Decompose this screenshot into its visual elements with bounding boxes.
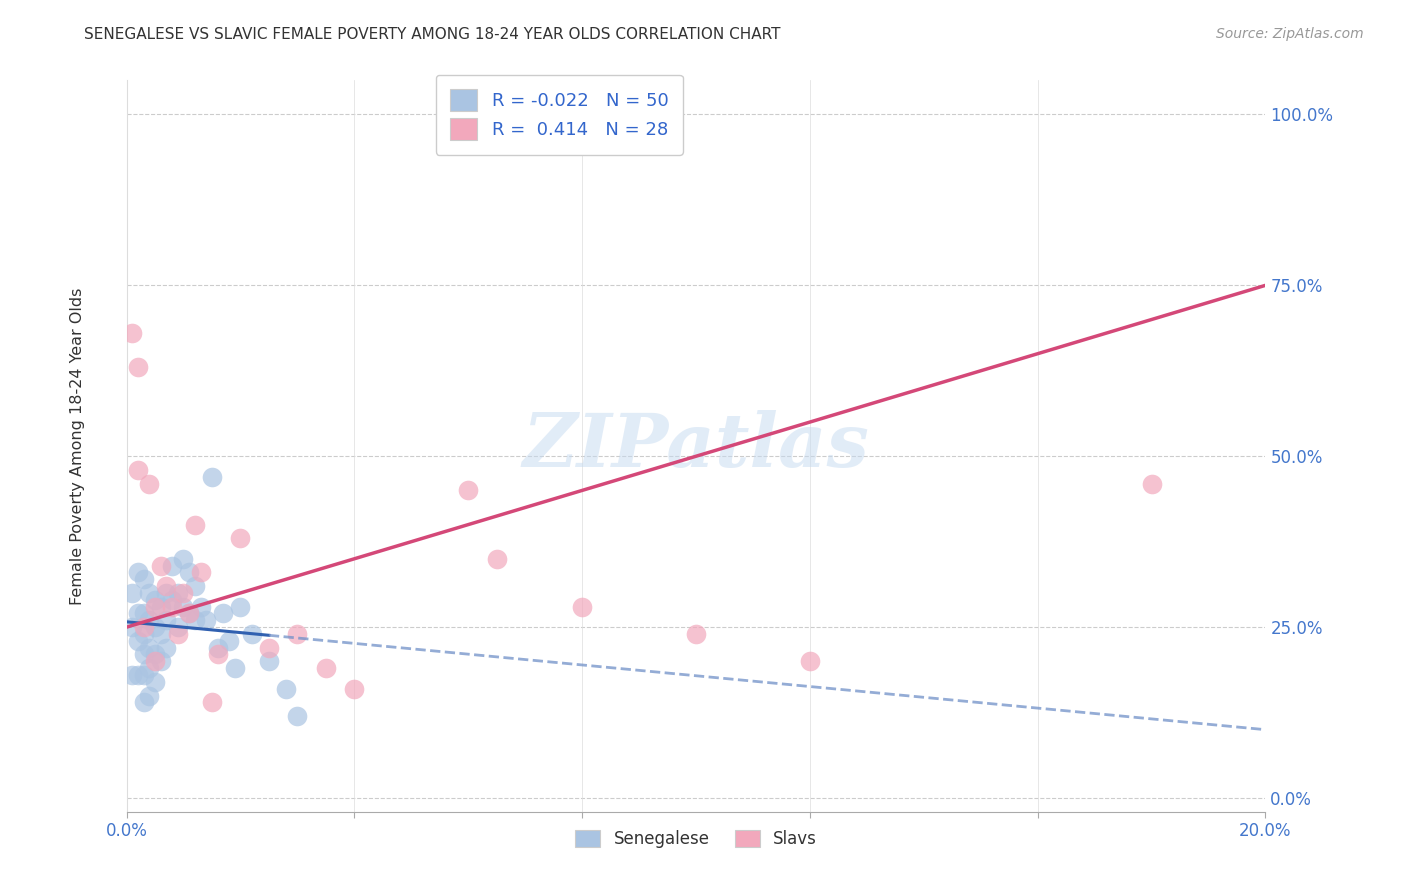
Point: [127, 360, 149, 375]
Point: [127, 633, 149, 648]
Point: [121, 586, 143, 600]
Point: [212, 607, 235, 621]
Point: [132, 620, 155, 634]
Point: [172, 586, 194, 600]
Point: [287, 709, 309, 723]
Point: [571, 599, 593, 614]
Point: [149, 627, 172, 641]
Point: [121, 668, 143, 682]
Point: [138, 476, 160, 491]
Point: [166, 627, 188, 641]
Point: [166, 586, 188, 600]
Legend: Senegalese, Slavs: Senegalese, Slavs: [568, 823, 824, 855]
Point: [143, 620, 166, 634]
Text: SENEGALESE VS SLAVIC FEMALE POVERTY AMONG 18-24 YEAR OLDS CORRELATION CHART: SENEGALESE VS SLAVIC FEMALE POVERTY AMON…: [84, 27, 780, 42]
Point: [160, 558, 183, 573]
Point: [143, 592, 166, 607]
Point: [343, 681, 366, 696]
Point: [257, 654, 280, 668]
Point: [121, 326, 143, 341]
Point: [132, 572, 155, 586]
Point: [201, 695, 224, 709]
Point: [143, 654, 166, 668]
Point: [127, 463, 149, 477]
Point: [240, 627, 263, 641]
Point: [218, 633, 240, 648]
Point: [138, 613, 160, 627]
Point: [287, 627, 309, 641]
Point: [132, 668, 155, 682]
Text: Source: ZipAtlas.com: Source: ZipAtlas.com: [1216, 27, 1364, 41]
Point: [274, 681, 297, 696]
Text: ZIPatlas: ZIPatlas: [523, 409, 869, 483]
Point: [315, 661, 337, 675]
Point: [184, 613, 207, 627]
Point: [127, 668, 149, 682]
Point: [172, 599, 194, 614]
Point: [138, 640, 160, 655]
Point: [138, 586, 160, 600]
Text: Female Poverty Among 18-24 Year Olds: Female Poverty Among 18-24 Year Olds: [70, 287, 84, 605]
Point: [224, 661, 246, 675]
Point: [155, 579, 177, 593]
Point: [143, 599, 166, 614]
Point: [201, 469, 224, 483]
Point: [155, 640, 177, 655]
Point: [207, 640, 229, 655]
Point: [127, 607, 149, 621]
Point: [229, 599, 252, 614]
Point: [155, 586, 177, 600]
Point: [149, 558, 172, 573]
Point: [799, 654, 821, 668]
Point: [179, 566, 201, 580]
Point: [132, 627, 155, 641]
Point: [1140, 476, 1163, 491]
Point: [127, 566, 149, 580]
Point: [195, 613, 218, 627]
Point: [138, 689, 160, 703]
Point: [229, 531, 252, 545]
Point: [179, 607, 201, 621]
Point: [685, 627, 707, 641]
Point: [457, 483, 479, 498]
Point: [138, 661, 160, 675]
Point: [132, 648, 155, 662]
Point: [485, 551, 508, 566]
Point: [160, 592, 183, 607]
Point: [257, 640, 280, 655]
Point: [143, 648, 166, 662]
Point: [190, 566, 212, 580]
Point: [132, 607, 155, 621]
Point: [121, 620, 143, 634]
Point: [149, 599, 172, 614]
Point: [166, 620, 188, 634]
Point: [149, 654, 172, 668]
Point: [179, 607, 201, 621]
Point: [184, 579, 207, 593]
Point: [207, 648, 229, 662]
Point: [132, 695, 155, 709]
Point: [143, 674, 166, 689]
Point: [190, 599, 212, 614]
Point: [172, 551, 194, 566]
Point: [160, 599, 183, 614]
Point: [184, 517, 207, 532]
Point: [155, 613, 177, 627]
